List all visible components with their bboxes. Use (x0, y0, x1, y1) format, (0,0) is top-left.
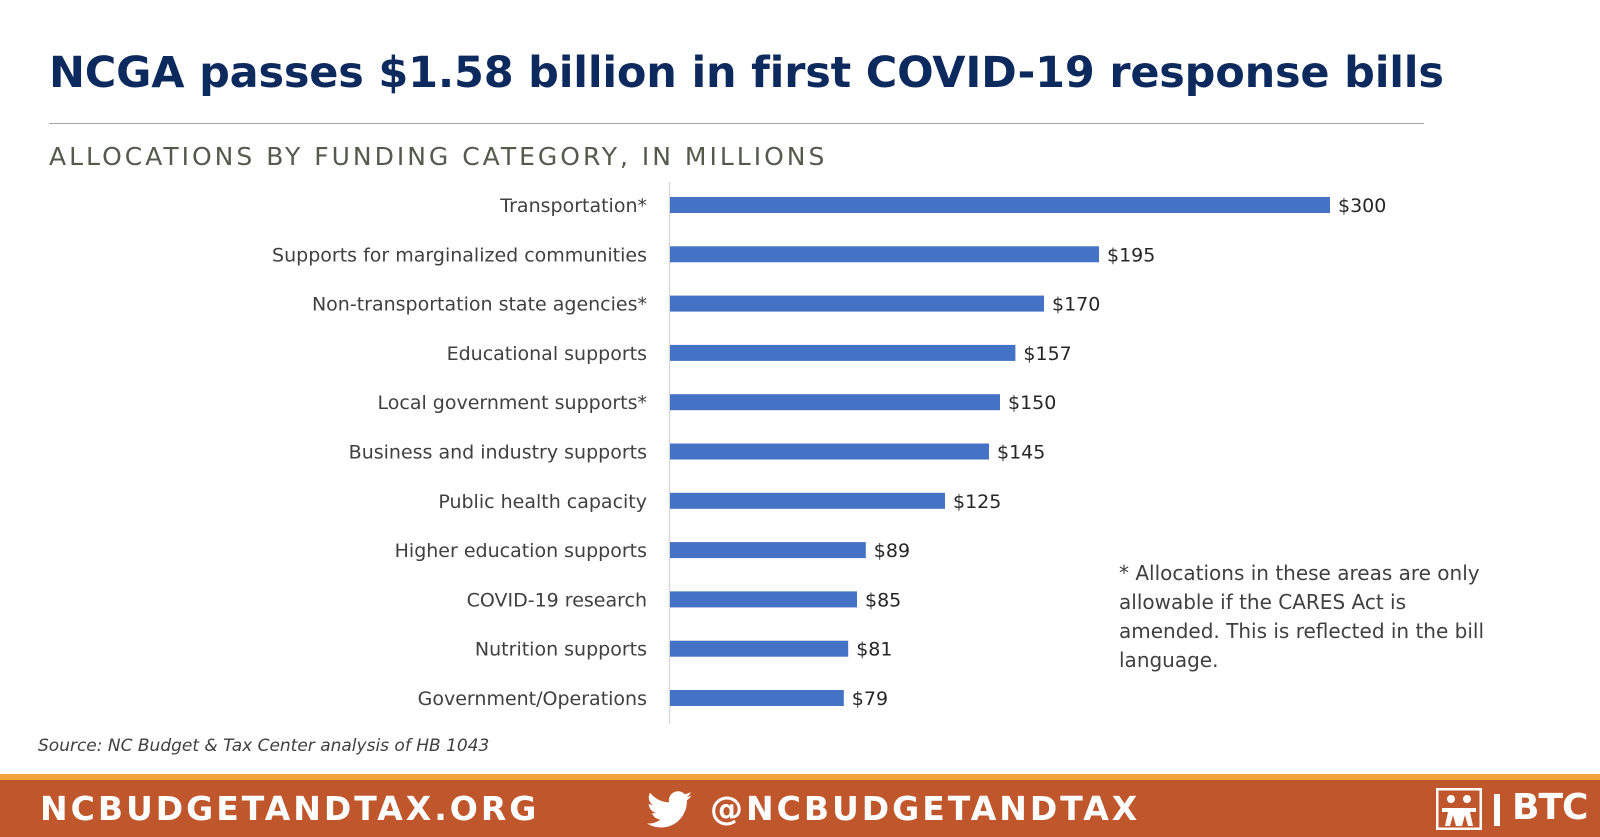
category-label: Government/Operations (418, 688, 647, 710)
value-label: $79 (852, 688, 888, 710)
category-label: Educational supports (447, 343, 647, 365)
bar (670, 443, 989, 460)
bar (670, 690, 844, 706)
category-label: Nutrition supports (475, 639, 647, 661)
bar (670, 295, 1044, 312)
value-label: $195 (1107, 244, 1155, 266)
category-label: COVID-19 research (467, 589, 647, 611)
bars-group: Transportation* $300 Supports for marginal… (272, 195, 1386, 710)
category-label: Higher education supports (395, 540, 647, 562)
category-label: Transportation* (499, 195, 647, 217)
category-label: Public health capacity (438, 491, 647, 513)
footer-twitter-handle[interactable]: @NCBUDGETANDTAX (710, 789, 1141, 828)
title-divider (49, 123, 1424, 124)
footer-bar: NCBUDGETANDTAX.ORG @NCBUDGETANDTAX BTC (0, 780, 1600, 837)
value-label: $85 (865, 589, 901, 611)
twitter-bird-icon (646, 791, 693, 833)
category-label: Non-transportation state agencies* (312, 294, 647, 316)
bar (670, 591, 857, 608)
chart-title: ALLOCATIONS BY FUNDING CATEGORY, IN MILL… (49, 142, 828, 171)
source-note: Source: NC Budget & Tax Center analysis … (38, 736, 490, 756)
value-label: $150 (1008, 392, 1056, 414)
value-label: $157 (1023, 343, 1071, 365)
value-label: $170 (1052, 294, 1100, 316)
category-label: Local government supports* (378, 392, 648, 414)
bar (670, 197, 1330, 213)
value-label: $89 (874, 540, 910, 562)
footer-website-link[interactable]: NCBUDGETANDTAX.ORG (40, 789, 540, 828)
bar (670, 640, 849, 657)
bar (670, 394, 1000, 411)
bar (670, 492, 945, 509)
footnote: * Allocations in these areas are only al… (1119, 561, 1485, 672)
value-label: $81 (856, 639, 892, 661)
footer-stripe (0, 774, 1600, 780)
value-label: $300 (1338, 195, 1386, 217)
bar (670, 542, 866, 559)
bar (670, 344, 1016, 361)
category-label: Supports for marginalized communities (272, 244, 647, 266)
bar (670, 246, 1099, 263)
bar-chart: Transportation* $300 Supports for marginal… (272, 182, 1386, 724)
headline: NCGA passes $1.58 billion in first COVID… (49, 48, 1444, 98)
value-label: $145 (997, 442, 1045, 464)
value-label: $125 (953, 491, 1001, 513)
category-label: Business and industry supports (349, 442, 647, 464)
logo-text: BTC (1512, 787, 1588, 828)
people-logo-icon (1435, 787, 1483, 834)
logo-divider (1494, 794, 1500, 826)
